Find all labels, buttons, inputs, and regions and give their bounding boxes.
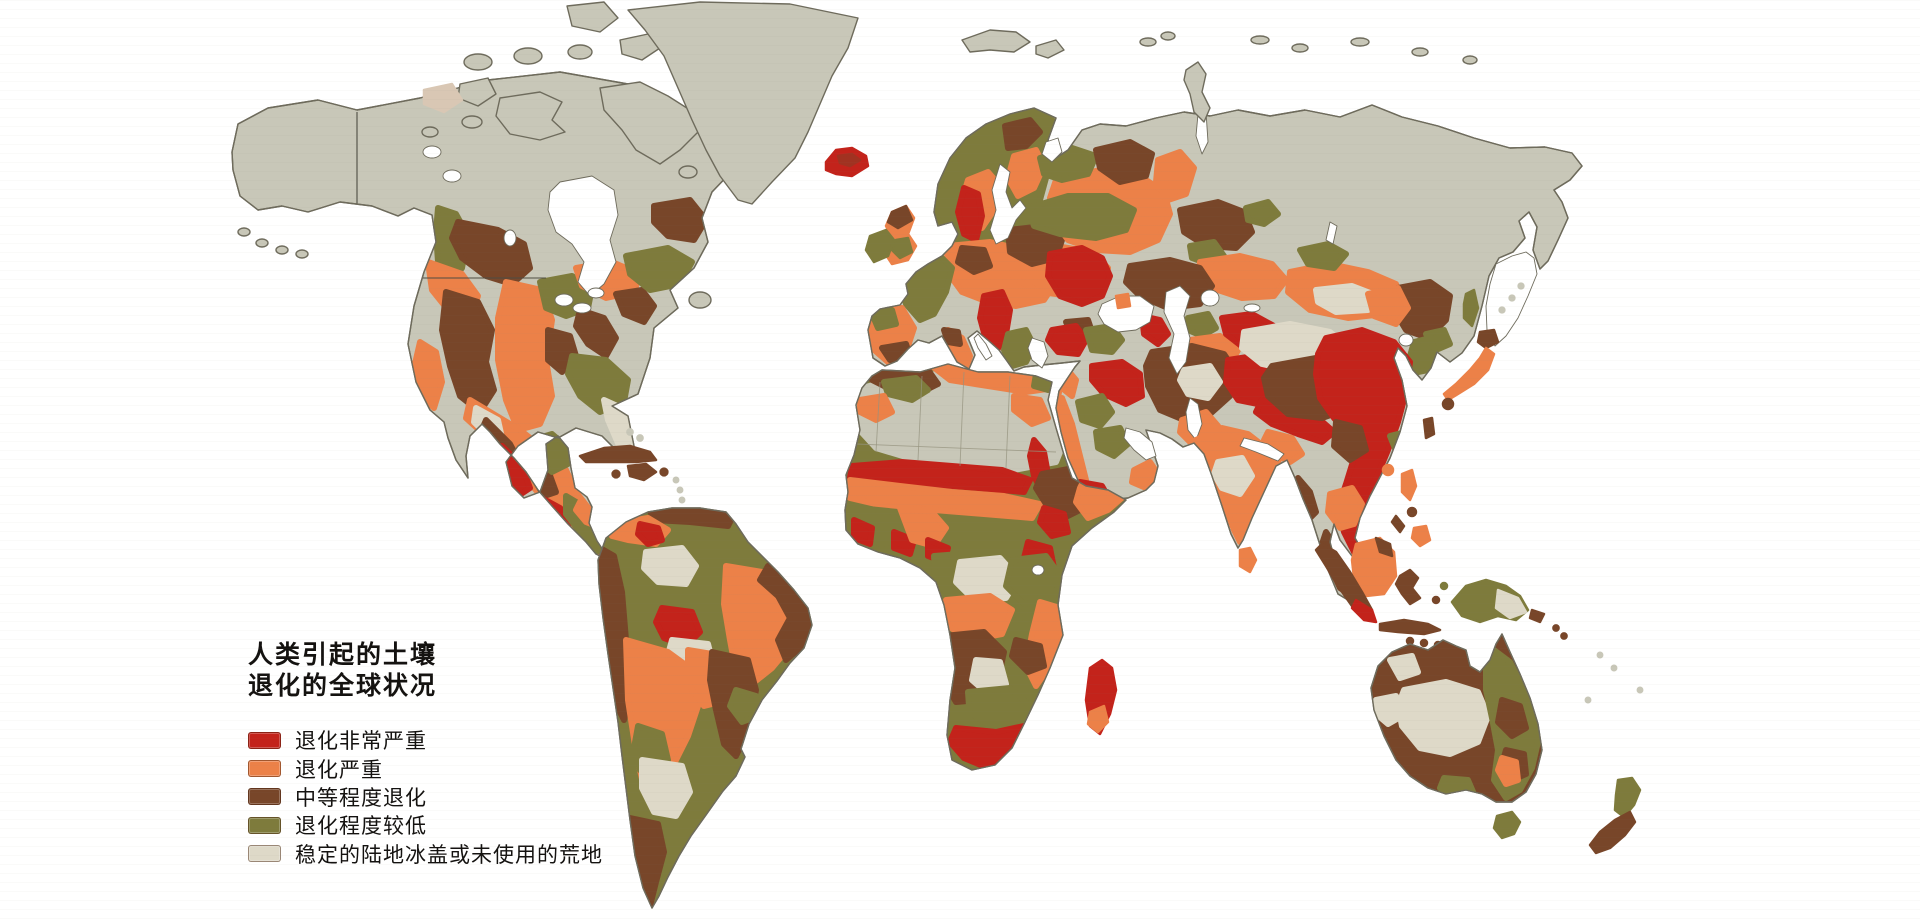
madagascar — [1084, 658, 1118, 736]
legend-swatch-moderate — [248, 788, 281, 806]
caribbean-islands — [578, 428, 686, 504]
legend-label: 稳定的陆地冰盖或未使用的荒地 — [295, 843, 603, 867]
legend-label: 退化严重 — [295, 758, 383, 782]
legend: 人类引起的土壤 退化的全球状况 退化非常严重 退化严重 中等程度退化 退化程度较… — [248, 640, 603, 868]
australia-degradation-patches — [1371, 647, 1541, 801]
legend-label: 退化程度较低 — [295, 815, 427, 839]
sri-lanka — [1238, 546, 1258, 574]
legend-item-low: 退化程度较低 — [248, 811, 603, 839]
legend-item-stable: 稳定的陆地冰盖或未使用的荒地 — [248, 840, 603, 868]
east-asian-islands — [1381, 282, 1525, 477]
aleutian-islands — [237, 227, 309, 259]
legend-title-line1: 人类引起的土壤 — [248, 641, 438, 669]
legend-swatch-stable — [248, 845, 281, 863]
australia — [1370, 633, 1543, 803]
legend-item-moderate: 中等程度退化 — [248, 783, 603, 811]
legend-title: 人类引起的土壤 退化的全球状况 — [248, 640, 603, 702]
canadian-arctic-islands — [421, 1, 712, 309]
southeast-asian-islands — [1314, 468, 1449, 650]
north-america-waters — [422, 145, 619, 314]
new-zealand — [1588, 776, 1642, 855]
legend-swatch-very-severe — [248, 731, 281, 749]
legend-swatch-severe — [248, 760, 281, 778]
arctic-islands — [961, 29, 1478, 123]
tasmania — [1492, 810, 1522, 840]
south-america-degradation-patches — [598, 508, 812, 908]
legend-label: 中等程度退化 — [295, 786, 427, 810]
new-guinea — [1450, 578, 1644, 704]
legend-item-very-severe: 退化非常严重 — [248, 726, 603, 754]
legend-swatch-low — [248, 816, 281, 834]
legend-item-severe: 退化严重 — [248, 754, 603, 782]
iceland — [824, 146, 870, 178]
legend-title-line2: 退化的全球状况 — [248, 672, 438, 700]
legend-items: 退化非常严重 退化严重 中等程度退化 退化程度较低 稳定的陆地冰盖或未使用的荒地 — [248, 726, 603, 868]
british-isles — [864, 204, 918, 266]
eurasia-waters — [973, 111, 1538, 461]
south-america — [597, 507, 813, 909]
legend-label: 退化非常严重 — [295, 730, 427, 754]
